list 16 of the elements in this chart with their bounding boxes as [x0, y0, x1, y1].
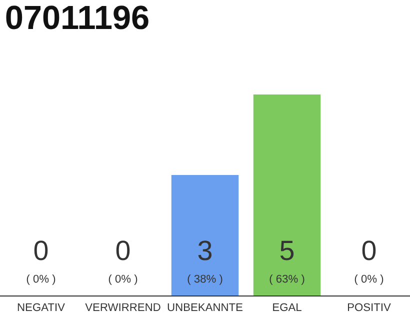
annotation: ( 63% ): [270, 274, 304, 285]
x-tick-label: UNBEKANNTE: [168, 303, 242, 312]
x-tick-label: VERWIRREND: [85, 303, 160, 311]
chart-title: 07011196: [6, 6, 148, 30]
annotation: ( 0% ): [354, 274, 384, 285]
x-tick-label: EGAL: [273, 303, 302, 312]
x-tick-label: POSITIV: [348, 303, 391, 312]
annotation: ( 0% ): [26, 274, 56, 285]
annotation: ( 0% ): [108, 274, 138, 285]
data-label: 0: [34, 240, 48, 260]
data-label: 3: [198, 240, 212, 260]
data-label: 0: [116, 240, 130, 260]
annotation: ( 38% ): [188, 274, 222, 285]
data-label: 0: [362, 240, 376, 260]
x-tick-label: NEGATIV: [18, 303, 65, 312]
data-label: 5: [280, 240, 294, 260]
